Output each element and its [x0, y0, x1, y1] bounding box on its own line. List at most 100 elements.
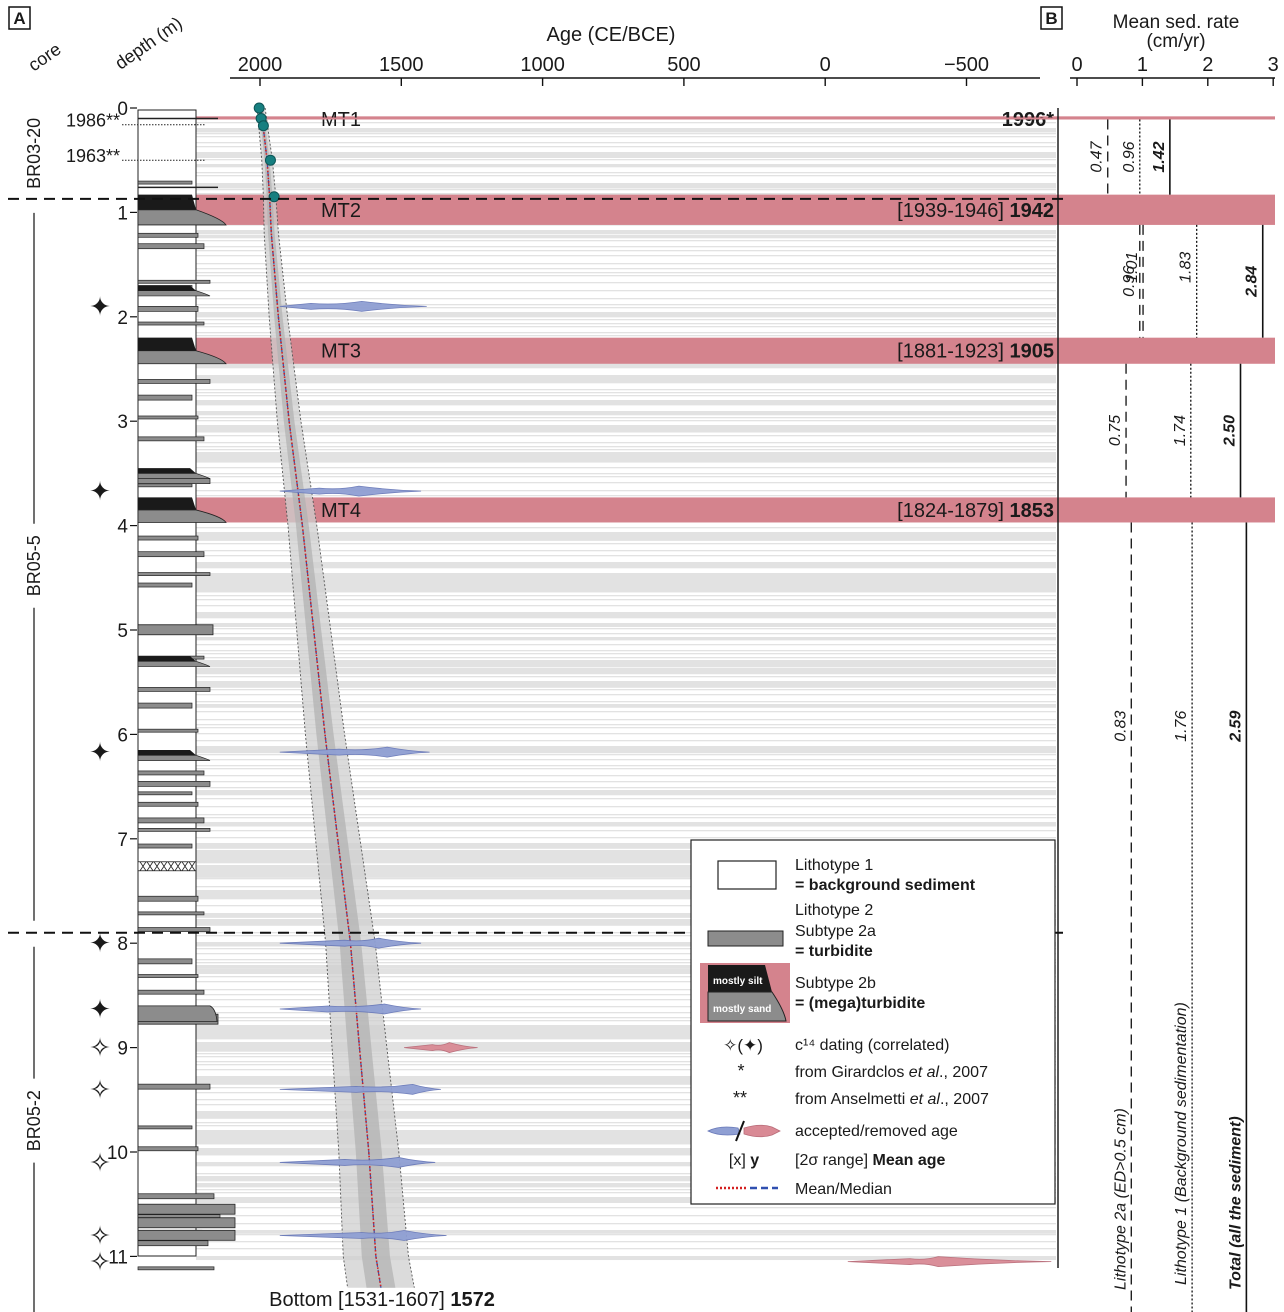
layer-line [196, 389, 1056, 391]
silt-layer [138, 468, 196, 474]
layer-line [196, 595, 1056, 597]
turbidite-layer [137, 843, 193, 849]
rate-value-label: 1.74 [1172, 415, 1189, 446]
missing-section-cross [160, 861, 168, 871]
layer-line [196, 255, 1056, 257]
panel-label-a: A [13, 9, 25, 28]
rate-value-label: 2.59 [1227, 711, 1244, 743]
c14-age-distribution [279, 485, 422, 497]
layer-line [196, 989, 1056, 991]
c14-symbol: ✦ [89, 737, 111, 767]
layer-line [196, 599, 1056, 601]
missing-section-cross [181, 861, 189, 871]
layer-line [196, 1241, 1056, 1243]
layer-line [196, 430, 1056, 432]
layer-line [196, 1012, 1056, 1014]
layer-line [196, 1134, 1056, 1143]
layer-line [196, 555, 1056, 557]
layer-line [196, 724, 1056, 726]
layer-line [196, 754, 1056, 756]
rate-value-label: 1.76 [1173, 711, 1190, 742]
y-tick-label: 8 [117, 934, 128, 955]
legend-swatch-silt [708, 965, 772, 992]
bottom-age-label: Bottom [1531-1607] 1572 [269, 1289, 495, 1311]
megaturbidite-name: MT3 [321, 341, 361, 363]
layer-line [196, 1130, 1056, 1137]
layer-line [196, 919, 1056, 926]
age-model-1sigma-envelope [259, 108, 396, 1288]
layer-line [196, 573, 1056, 581]
layer-line [196, 282, 1056, 284]
layer-line [196, 172, 1056, 174]
c14-age-distribution [279, 937, 422, 949]
rate-value-label: 1.83 [1178, 252, 1195, 283]
core-axis-title: core [24, 39, 64, 75]
layer-line [196, 395, 1056, 397]
layer-line [196, 637, 1056, 641]
layer-line [196, 164, 1056, 168]
layer-line [196, 425, 1056, 433]
age-depth-model: ✦✦✦✦✦✧✧✧✧✧ [89, 102, 1052, 1288]
silt-layer [138, 750, 196, 756]
x-tick-label: 1000 [520, 54, 565, 76]
turbidite-layer [137, 911, 205, 916]
layer-line [196, 1056, 1056, 1058]
layer-line [196, 1223, 1056, 1225]
layer-line [196, 759, 1056, 761]
layer-line [196, 830, 1056, 832]
turbidite-layer [137, 394, 193, 401]
layer-line [196, 1046, 1056, 1052]
lithology-column [137, 109, 236, 1271]
turbidite-layer [137, 770, 205, 776]
layer-line [196, 567, 1056, 569]
layer-line [196, 768, 1056, 770]
layer-line [196, 1183, 1056, 1188]
y-tick-label: 7 [117, 830, 128, 851]
turbidite-layer [137, 1214, 221, 1218]
layer-line [196, 781, 1056, 783]
layer-line [196, 953, 1056, 955]
legend-star2-symbol: ** [733, 1088, 747, 1108]
layer-line [196, 467, 1056, 469]
layer-line [196, 1197, 1056, 1203]
turbidite-layer [137, 895, 199, 902]
turbidite-layer [137, 572, 211, 576]
layer-line [196, 1006, 1056, 1008]
y-tick-label: 1 [117, 203, 128, 224]
rate-tick-label: 1 [1137, 54, 1148, 76]
turbidite-layer [137, 728, 199, 733]
rate-series-name: Total (all the sediment) [1227, 1116, 1244, 1290]
turbidite-layer [137, 379, 211, 384]
rate-value-label: 2.84 [1244, 266, 1261, 298]
layer-line [196, 1035, 1056, 1037]
y-tick-label: 10 [107, 1143, 128, 1164]
layer-line [196, 924, 1056, 926]
c14-symbol: ✦ [89, 928, 111, 958]
dated-surface-point [264, 154, 276, 166]
turbidite-layer [137, 1266, 215, 1271]
layer-line [196, 136, 1056, 138]
megaturbidite-sand [137, 209, 227, 226]
layer-line [196, 446, 1056, 448]
layer-line [196, 657, 1056, 659]
age-model-2sigma-envelope [257, 108, 415, 1288]
layer-line [196, 822, 1056, 827]
layer-line [196, 411, 1056, 415]
layer-line [196, 312, 1056, 318]
legend-subtype2a-name: Subtype 2a [795, 923, 876, 940]
c14-age-distribution [279, 1003, 422, 1015]
layer-line [196, 1154, 1056, 1156]
legend-accepted-text: accepted/removed age [795, 1123, 958, 1140]
turbidite-layer [137, 817, 205, 824]
layer-line [196, 935, 1056, 937]
turbidite-layer [137, 1146, 199, 1152]
turbidite-layer [137, 535, 199, 541]
layer-line [196, 681, 1056, 688]
legend-mean-text: Mean/Median [795, 1181, 892, 1198]
layer-line [196, 404, 1056, 406]
layer-line [196, 644, 1056, 646]
legend-lithotype2-name: Lithotype 2 [795, 902, 873, 919]
dated-horizon-label: 1986** [66, 111, 120, 131]
turbidite-layer [137, 582, 193, 588]
legend-c14-text: c¹⁴ dating (correlated) [795, 1037, 950, 1054]
